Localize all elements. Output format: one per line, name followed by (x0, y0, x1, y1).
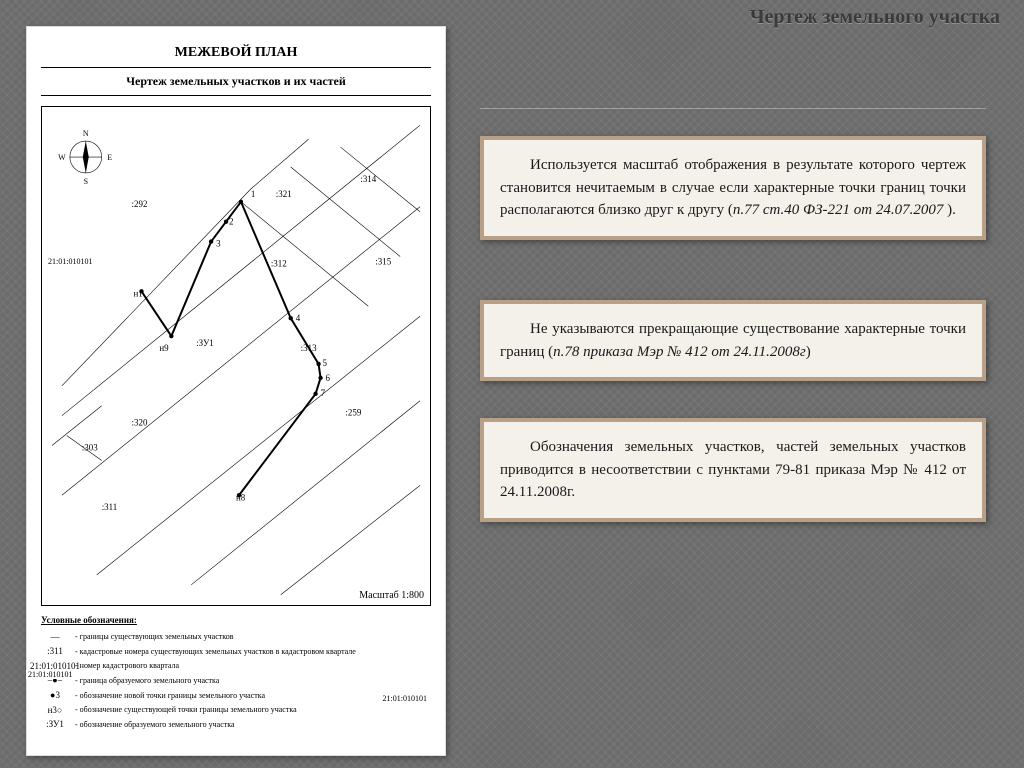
svg-text:1: 1 (251, 189, 255, 199)
svg-text::314: :314 (360, 174, 376, 184)
svg-text::303: :303 (82, 443, 98, 453)
svg-text::321: :321 (276, 189, 292, 199)
legend-symbol: — (41, 631, 69, 644)
svg-text::320: :320 (132, 418, 148, 428)
svg-text::315: :315 (375, 256, 391, 266)
legend-text: - граница образуемого земельного участка (75, 675, 219, 686)
svg-text:S: S (84, 177, 88, 186)
legend-symbol: н3○ (41, 704, 69, 717)
svg-text::311: :311 (102, 502, 118, 512)
legend-text: - обозначение новой точки границы земель… (75, 690, 265, 701)
scale-label: Масштаб 1:800 (359, 590, 424, 601)
svg-text::259: :259 (345, 408, 361, 418)
doc-header: МЕЖЕВОЙ ПЛАН (41, 35, 431, 68)
legend-title: Условные обозначения: (41, 614, 431, 627)
svg-text:н1: н1 (134, 288, 143, 298)
quarter-label-outer: 21:01:010101 (26, 670, 74, 679)
legend-row: ⎯●⎯- граница образуемого земельного учас… (41, 674, 431, 687)
document-page: МЕЖЕВОЙ ПЛАН Чертеж земельных участков и… (26, 26, 446, 756)
svg-text::313: :313 (301, 343, 317, 353)
legend-text: - обозначение существующей точки границы… (75, 704, 297, 715)
svg-text:н9: н9 (159, 343, 169, 353)
legend-text: - кадастровые номера существующих земель… (75, 646, 356, 657)
divider (480, 108, 986, 109)
svg-text:2: 2 (229, 217, 233, 227)
callout: Не указываются прекращающие существовани… (480, 300, 986, 381)
legend-row: :311 - кадастровые номера существующих зе… (41, 645, 431, 658)
svg-text:E: E (107, 153, 112, 162)
cadastral-map: N S E W :292 :321 :314 :312 :315 :313 :259 :320 :30… (42, 107, 430, 605)
legend: Условные обозначения: — - границы существ… (41, 614, 431, 704)
svg-text:7: 7 (321, 388, 326, 398)
svg-text:4: 4 (296, 313, 301, 323)
svg-text:3: 3 (216, 239, 221, 249)
callout: Обозначения земельных участков, частей з… (480, 418, 986, 522)
legend-row: — - границы существующих земельных участк… (41, 631, 431, 644)
svg-text::ЗУ1: :ЗУ1 (196, 338, 214, 348)
svg-text:5: 5 (323, 358, 328, 368)
svg-text::292: :292 (132, 199, 148, 209)
page-title: Чертеж земельного участка (750, 6, 1000, 29)
svg-text:N: N (83, 129, 89, 138)
legend-symbol: :ЗУ1 (41, 718, 69, 731)
legend-text: - границы существующих земельных участко… (75, 631, 234, 642)
legend-row: 21:01:010101- номер кадастрового квартал… (41, 660, 431, 673)
legend-row: :ЗУ1 - обозначение образуемого земельного… (41, 718, 431, 731)
map-box: N S E W :292 :321 :314 :312 :315 :313 :259 :320 :30… (41, 106, 431, 606)
svg-text:н8: н8 (236, 492, 246, 502)
svg-text:6: 6 (326, 373, 331, 383)
callout: Используется масштаб отображения в резул… (480, 136, 986, 240)
legend-symbol: ●3 (41, 689, 69, 702)
quarter-label: 21:01:010101 (48, 257, 92, 266)
svg-text:W: W (58, 153, 66, 162)
legend-text: - номер кадастрового квартала (75, 660, 179, 671)
svg-text::312: :312 (271, 258, 287, 268)
legend-symbol: :311 (41, 645, 69, 658)
doc-subheader: Чертеж земельных участков и их частей (41, 68, 431, 96)
legend-row: н3○ - обозначение существующей точки гран… (41, 704, 431, 717)
legend-text: - обозначение образуемого земельного уча… (75, 719, 235, 730)
